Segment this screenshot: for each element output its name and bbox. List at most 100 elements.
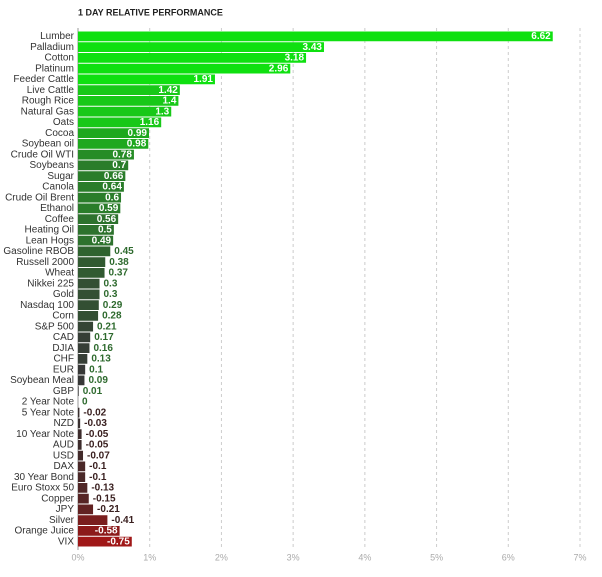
bar: [78, 354, 88, 364]
y-tick-label: GBP: [53, 386, 74, 397]
y-tick-label: Copper: [41, 493, 74, 504]
y-tick-label: AUD: [53, 440, 74, 451]
bar: [78, 429, 82, 439]
value-label: 0.64: [102, 182, 122, 193]
bar: [78, 225, 114, 235]
value-label: 1.91: [194, 74, 214, 85]
y-tick-label: Corn: [52, 311, 74, 322]
bar: [78, 332, 91, 343]
y-tick-label: Natural Gas: [21, 106, 74, 117]
y-tick-label: CAD: [53, 332, 74, 343]
value-label: -0.03: [84, 418, 107, 429]
value-label: -0.1: [89, 461, 107, 472]
value-label: 1.4: [162, 96, 176, 107]
bar: [78, 311, 99, 321]
bar: [78, 386, 79, 396]
y-tick-label: Lean Hogs: [26, 235, 74, 246]
y-tick-label: NZD: [53, 418, 74, 429]
y-tick-label: Orange Juice: [15, 526, 75, 537]
bar: [78, 63, 291, 74]
value-label: 0.37: [109, 268, 129, 279]
y-tick-label: Gasoline RBOB: [3, 246, 74, 257]
y-tick-label: Lumber: [40, 31, 75, 42]
bar: [78, 128, 149, 138]
y-tick-label: Rough Rice: [22, 96, 75, 107]
value-label: 0.38: [109, 257, 129, 268]
value-label: 0.99: [128, 128, 148, 139]
bar: [78, 461, 86, 472]
bar: [78, 364, 86, 375]
bar: [78, 117, 162, 128]
y-tick-label: 2 Year Note: [22, 397, 75, 408]
y-tick-label: Canola: [42, 182, 74, 193]
y-tick-label: VIX: [58, 536, 74, 547]
y-tick-label: Nikkei 225: [27, 278, 74, 289]
value-label: -0.07: [87, 450, 110, 461]
bar: [78, 85, 180, 95]
value-label: 0.3: [104, 278, 118, 289]
value-label: 6.62: [531, 31, 551, 42]
bar: [78, 182, 124, 192]
value-label: -0.21: [97, 504, 120, 515]
bar: [78, 42, 324, 52]
y-tick-label: Heating Oil: [25, 225, 74, 236]
bar: [78, 526, 120, 536]
y-tick-label: 10 Year Note: [16, 429, 74, 440]
x-tick-label: 4%: [358, 552, 371, 562]
value-label: 0.3: [104, 289, 118, 300]
bar: [78, 246, 111, 257]
bar: [78, 139, 149, 149]
value-label: -0.05: [86, 440, 109, 451]
bar: [78, 106, 172, 117]
y-tick-label: CHF: [53, 354, 74, 365]
y-tick-label: Soybean Meal: [10, 375, 74, 386]
bar: [78, 53, 307, 63]
y-tick-label: Crude Oil Brent: [5, 192, 74, 203]
bar: [78, 504, 94, 515]
bar: [78, 235, 114, 246]
y-tick-label: EUR: [53, 364, 74, 375]
y-tick-label: DAX: [53, 461, 74, 472]
y-tick-label: Palladium: [30, 42, 74, 53]
value-label: 0.49: [92, 235, 112, 246]
y-tick-label: Crude Oil WTI: [11, 149, 74, 160]
bar: [78, 343, 90, 353]
y-tick-label: 5 Year Note: [22, 407, 75, 418]
y-tick-label: Ethanol: [40, 203, 74, 214]
x-tick-label: 2%: [215, 552, 228, 562]
y-tick-label: Nasdaq 100: [20, 300, 74, 311]
value-label: 1.42: [158, 85, 178, 96]
bar: [78, 203, 121, 214]
bar: [78, 450, 84, 461]
y-tick-label: DJIA: [52, 343, 74, 354]
bar: [78, 440, 82, 450]
bar: [78, 493, 89, 504]
bar: [78, 268, 105, 278]
bar: [78, 289, 100, 300]
y-tick-label: Euro Stoxx 50: [11, 483, 74, 494]
bar: [78, 472, 86, 482]
y-tick-label: Feeder Cattle: [13, 74, 74, 85]
bar: [78, 74, 215, 85]
y-tick-label: Sugar: [47, 171, 74, 182]
bar: [78, 375, 85, 386]
bar: [78, 321, 94, 332]
bar: [78, 257, 106, 267]
value-label: -0.41: [111, 515, 134, 526]
y-tick-label: Cotton: [45, 53, 74, 64]
value-label: -0.13: [91, 483, 114, 494]
value-label: -0.58: [95, 526, 118, 537]
bar: [78, 171, 126, 181]
value-label: 1.3: [155, 106, 169, 117]
value-label: 0.5: [98, 225, 112, 236]
y-tick-label: JPY: [56, 504, 75, 515]
value-label: 0.56: [97, 214, 117, 225]
bar: [78, 31, 553, 42]
value-label: -0.15: [93, 493, 116, 504]
value-label: 0: [82, 397, 88, 408]
value-label: -0.75: [107, 536, 130, 547]
value-label: 0.28: [102, 311, 122, 322]
bar: [78, 192, 122, 203]
value-label: 0.98: [127, 139, 147, 150]
